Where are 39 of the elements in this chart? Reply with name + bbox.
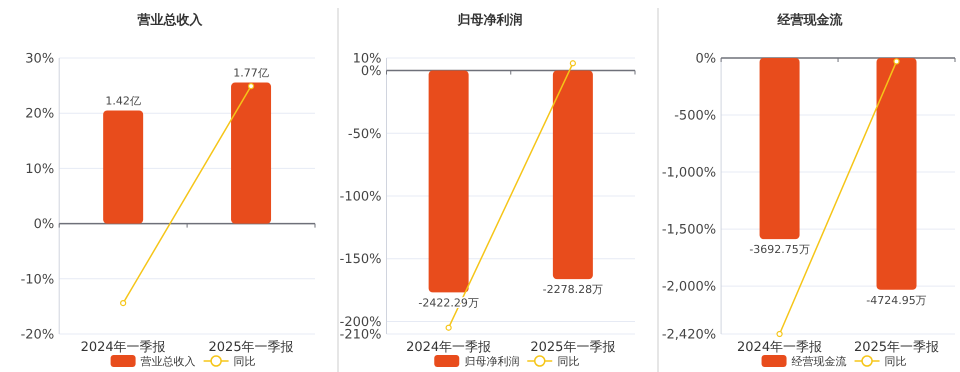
x-tick-label: 2024年一季报 [80, 340, 166, 355]
x-tick-label: 2024年一季报 [406, 340, 492, 355]
y-tick-label: -2,000% [662, 280, 716, 295]
y-tick-label: -150% [340, 252, 382, 268]
y-tick-label: 30% [25, 52, 54, 66]
y-tick-label: 20% [25, 106, 54, 122]
y-tick-label: -20% [20, 328, 54, 342]
x-tick-label: 2025年一季报 [530, 340, 616, 355]
legend-label: 归母净利润 [464, 355, 520, 368]
y-tick-label: 0% [695, 52, 716, 66]
y-tick-label: 0% [360, 64, 382, 80]
y-tick-label: -500% [674, 108, 716, 124]
data-label: 1.42亿 [105, 94, 141, 108]
x-tick-label: 2025年一季报 [854, 340, 940, 355]
legend-label: 营业总收入 [140, 355, 196, 368]
chart-title: 经营现金流 [776, 12, 844, 28]
legend-label: 同比 [884, 355, 907, 368]
y-tick-label: -200% [340, 314, 382, 330]
x-tick-label: 2024年一季报 [737, 340, 822, 355]
y-tick-label: 0% [34, 217, 54, 232]
y-tick-label: -10% [20, 272, 54, 288]
legend-label: 同比 [234, 355, 256, 368]
y-tick-label: 10% [352, 52, 382, 66]
data-label: -4724.95万 [866, 294, 927, 307]
chart-title: 营业总收入 [136, 12, 204, 28]
y-tick-label: -100% [340, 190, 382, 204]
legend-label: 同比 [557, 355, 580, 368]
x-tick-label: 2025年一季报 [208, 340, 294, 355]
y-tick-label: 10% [25, 162, 54, 177]
y-tick-label: -210% [340, 328, 382, 342]
data-label: -2278.28万 [542, 283, 604, 296]
y-tick-label: -50% [348, 126, 382, 142]
data-label: 1.77亿 [233, 66, 269, 80]
y-tick-label: -1,000% [662, 166, 716, 181]
data-label: -3692.75万 [749, 243, 810, 256]
y-tick-label: -1,500% [662, 222, 716, 238]
chart-title: 归母净利润 [456, 12, 522, 28]
legend-label: 经营现金流 [792, 355, 847, 368]
y-tick-label: -2,420% [662, 328, 716, 342]
